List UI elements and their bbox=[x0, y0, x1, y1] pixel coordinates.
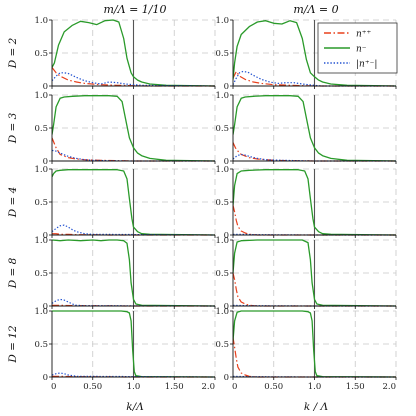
series-line bbox=[233, 310, 396, 378]
legend-label: n⁺⁺ bbox=[356, 30, 372, 40]
panel-r1-c0: 0 0.5 1.0 D = 3 bbox=[7, 91, 216, 167]
y-tick-label: 1.0 bbox=[215, 236, 229, 246]
x-tick-label: 0 bbox=[51, 382, 56, 392]
x-axis-label-left: k/Λ bbox=[126, 401, 144, 413]
series-line bbox=[233, 239, 396, 307]
y-tick-label: 1.0 bbox=[34, 236, 48, 246]
row-label: D = 3 bbox=[7, 112, 19, 144]
y-tick-label: 1.0 bbox=[34, 16, 48, 26]
x-tick-label: 2.0 bbox=[382, 382, 396, 392]
y-tick-label: 0 bbox=[224, 231, 229, 241]
x-tick-label: 1.0 bbox=[308, 382, 322, 392]
y-tick-label: 0.5 bbox=[34, 198, 48, 208]
x-tick-label: 1.0 bbox=[127, 382, 141, 392]
y-tick-label: 1.0 bbox=[215, 16, 229, 26]
row-label: D = 12 bbox=[7, 325, 19, 364]
panel-r4-c1: 0 0.5 1.0 0 0.50 1.0 1.50 2.0 bbox=[215, 307, 397, 392]
series-group bbox=[233, 95, 396, 162]
y-tick-label: 0.5 bbox=[215, 198, 229, 208]
series-line bbox=[233, 153, 396, 162]
y-tick-label: 0 bbox=[43, 302, 48, 312]
panel-r0-c1: 0 0.5 1.0 bbox=[215, 16, 397, 92]
y-tick-label: 1.0 bbox=[215, 91, 229, 101]
panel-r3-c1: 0 0.5 1.0 bbox=[215, 236, 397, 312]
y-tick-label: 0.5 bbox=[34, 49, 48, 59]
series-line bbox=[52, 169, 215, 236]
x-tick-label: 1.50 bbox=[165, 382, 184, 392]
legend: n⁺⁺ n⁻ |n⁺⁻| bbox=[317, 22, 398, 74]
y-tick-label: 1.0 bbox=[215, 165, 229, 175]
y-tick-label: 0.5 bbox=[34, 269, 48, 279]
series-line bbox=[233, 169, 396, 236]
panel-r3-c0: 0 0.5 1.0 D = 8 bbox=[7, 236, 216, 312]
x-tick-label: 2.0 bbox=[201, 382, 215, 392]
row-label: D = 8 bbox=[7, 257, 19, 289]
x-tick-label: 0 bbox=[232, 382, 237, 392]
y-tick-label: 0 bbox=[43, 373, 48, 383]
series-line bbox=[52, 310, 215, 378]
series-line bbox=[52, 19, 215, 87]
row-label: D = 4 bbox=[7, 187, 19, 219]
panel-r2-c0: 0 0.5 1.0 D = 4 bbox=[7, 165, 216, 241]
y-tick-label: 1.0 bbox=[34, 91, 48, 101]
series-line bbox=[52, 72, 215, 87]
y-tick-label: 0 bbox=[224, 157, 229, 167]
y-tick-label: 1.0 bbox=[34, 307, 48, 317]
series-line bbox=[52, 239, 215, 307]
series-group bbox=[52, 19, 215, 87]
series-line bbox=[52, 95, 215, 162]
y-tick-label: 1.0 bbox=[34, 165, 48, 175]
legend-label: |n⁺⁻| bbox=[356, 60, 377, 70]
y-tick-label: 0.5 bbox=[215, 269, 229, 279]
column-title-right: m/Λ = 0 bbox=[293, 3, 338, 16]
series-line bbox=[52, 224, 215, 236]
y-tick-label: 0 bbox=[224, 82, 229, 92]
y-tick-label: 0.5 bbox=[215, 340, 229, 350]
x-tick-label: 1.50 bbox=[346, 382, 365, 392]
panel-r0-c0: 0 0.5 1.0 D = 2 bbox=[7, 16, 216, 92]
column-title-left: m/Λ = 1/10 bbox=[104, 3, 167, 16]
y-tick-label: 0.5 bbox=[34, 340, 48, 350]
series-line bbox=[52, 372, 215, 378]
series-line bbox=[52, 67, 215, 87]
y-tick-label: 0 bbox=[43, 82, 48, 92]
row-label: D = 2 bbox=[7, 37, 19, 69]
y-tick-label: 0.5 bbox=[215, 49, 229, 59]
y-tick-label: 0 bbox=[224, 373, 229, 383]
series-line bbox=[233, 70, 396, 87]
x-tick-label: 0.50 bbox=[264, 382, 283, 392]
series-line bbox=[233, 142, 396, 162]
x-tick-label: 0.50 bbox=[83, 382, 102, 392]
panel-r2-c1: 0 0.5 1.0 bbox=[215, 165, 397, 241]
legend-label: n⁻ bbox=[356, 45, 367, 55]
y-tick-label: 0.5 bbox=[215, 124, 229, 134]
y-tick-label: 0 bbox=[224, 302, 229, 312]
series-line bbox=[233, 20, 396, 87]
y-tick-label: 0 bbox=[43, 157, 48, 167]
series-line bbox=[233, 95, 396, 162]
y-tick-label: 1.0 bbox=[215, 307, 229, 317]
y-tick-label: 0.5 bbox=[34, 124, 48, 134]
x-axis-label-right: k / Λ bbox=[304, 401, 329, 413]
panel-r1-c1: 0 0.5 1.0 bbox=[215, 91, 397, 167]
y-tick-label: 0 bbox=[43, 231, 48, 241]
panel-r4-c0: 0 0.5 1.0 0 0.50 1.0 1.50 2.0 D = 12 bbox=[7, 307, 216, 392]
